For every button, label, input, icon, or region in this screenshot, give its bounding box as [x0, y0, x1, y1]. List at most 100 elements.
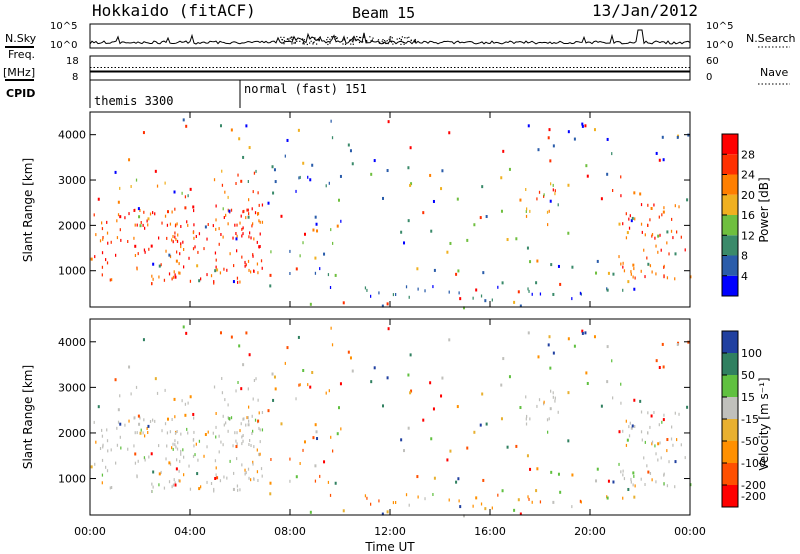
velocity-cell [102, 445, 104, 449]
velocity-cell [484, 507, 487, 511]
velocity-cell [668, 460, 670, 464]
velocity-cell [106, 439, 109, 443]
velocity-cell [214, 476, 217, 480]
power-cell [215, 258, 217, 262]
power-cell [140, 221, 142, 224]
power-cell [259, 245, 261, 248]
velocity-cell [303, 440, 306, 444]
power-cell [194, 245, 196, 249]
power-cell [174, 235, 176, 239]
velocity-cell [142, 338, 145, 342]
power-cell [289, 272, 291, 275]
power-cell [336, 224, 339, 228]
power-cell [219, 271, 222, 275]
power-cell [680, 235, 682, 239]
power-cell [311, 163, 314, 167]
power-cell [106, 220, 108, 224]
velocity-cell [218, 450, 220, 454]
power-cell [633, 267, 635, 271]
velocity-cell [280, 422, 283, 426]
power-cell [161, 221, 163, 225]
velocity-cell [351, 369, 354, 373]
power-cell [193, 223, 195, 227]
colorbar-tick-label: 4 [741, 270, 748, 283]
velocity-cell [184, 402, 187, 406]
power-cell [248, 235, 250, 239]
velocity-cell [340, 427, 342, 431]
velocity-cell [527, 331, 530, 335]
colorbar-swatch [722, 235, 738, 256]
velocity-cell [143, 456, 146, 460]
power-cell [267, 201, 270, 205]
velocity-cell [134, 452, 137, 456]
nsearch-point [303, 41, 305, 43]
power-cell [666, 230, 669, 234]
y-tick-label: 3000 [58, 381, 86, 394]
power-cell [640, 222, 643, 226]
power-cell [668, 252, 670, 256]
nsearch-point [336, 37, 338, 39]
velocity-cell [632, 471, 635, 475]
power-cell [674, 204, 676, 208]
power-cell [177, 233, 179, 237]
velocity-cell [663, 482, 665, 486]
velocity-cell [252, 429, 254, 433]
power-cell [647, 224, 649, 227]
power-cell [117, 213, 120, 217]
velocity-cell [526, 414, 528, 418]
power-cell [472, 296, 474, 300]
power-cell [212, 224, 214, 228]
power-cell [373, 159, 376, 163]
power-cell [557, 264, 560, 268]
power-cell [152, 277, 154, 281]
power-cell [686, 198, 689, 202]
power-cell [139, 209, 141, 212]
power-cell [622, 261, 624, 265]
velocity-cell [164, 422, 167, 426]
power-cell [670, 229, 673, 233]
power-cell [247, 215, 250, 219]
power-cell [526, 207, 528, 211]
velocity-cell [552, 395, 554, 399]
nsearch-point [391, 37, 393, 39]
velocity-cell [526, 454, 529, 458]
nsearch-point [309, 42, 311, 44]
nsearch-point [388, 38, 390, 40]
velocity-background [90, 319, 690, 515]
velocity-cell [173, 397, 176, 401]
power-cell [154, 169, 157, 173]
velocity-cell [250, 478, 252, 482]
power-cell [215, 227, 217, 231]
power-cell [309, 178, 312, 182]
velocity-cell [130, 392, 132, 396]
power-cell [651, 233, 654, 236]
nsearch-point [342, 43, 344, 45]
power-cell [299, 254, 301, 258]
velocity-cell [557, 472, 560, 476]
velocity-cell [180, 449, 182, 453]
velocity-cell [500, 417, 503, 421]
velocity-cell [581, 331, 584, 335]
velocity-cell [666, 484, 669, 488]
power-cell [417, 287, 419, 291]
velocity-cell [586, 381, 589, 385]
colorbar-tick-label: -200 [741, 479, 766, 492]
velocity-cell [400, 438, 403, 442]
velocity-cell [248, 476, 250, 480]
power-cell [184, 206, 187, 210]
power-cell [663, 274, 665, 278]
velocity-cell [500, 383, 503, 387]
nsearch-point [390, 41, 393, 43]
nsearch-point [352, 41, 354, 43]
velocity-cell [536, 467, 539, 471]
nsearch-point [291, 38, 293, 40]
power-cell [134, 223, 136, 227]
power-cell [248, 146, 251, 150]
nsearch-point [318, 40, 320, 42]
velocity-cell [236, 431, 238, 435]
velocity-cell [244, 472, 246, 476]
power-cell [502, 149, 505, 153]
power-cell [137, 207, 140, 211]
velocity-cell [433, 476, 436, 480]
velocity-cell [630, 477, 632, 481]
